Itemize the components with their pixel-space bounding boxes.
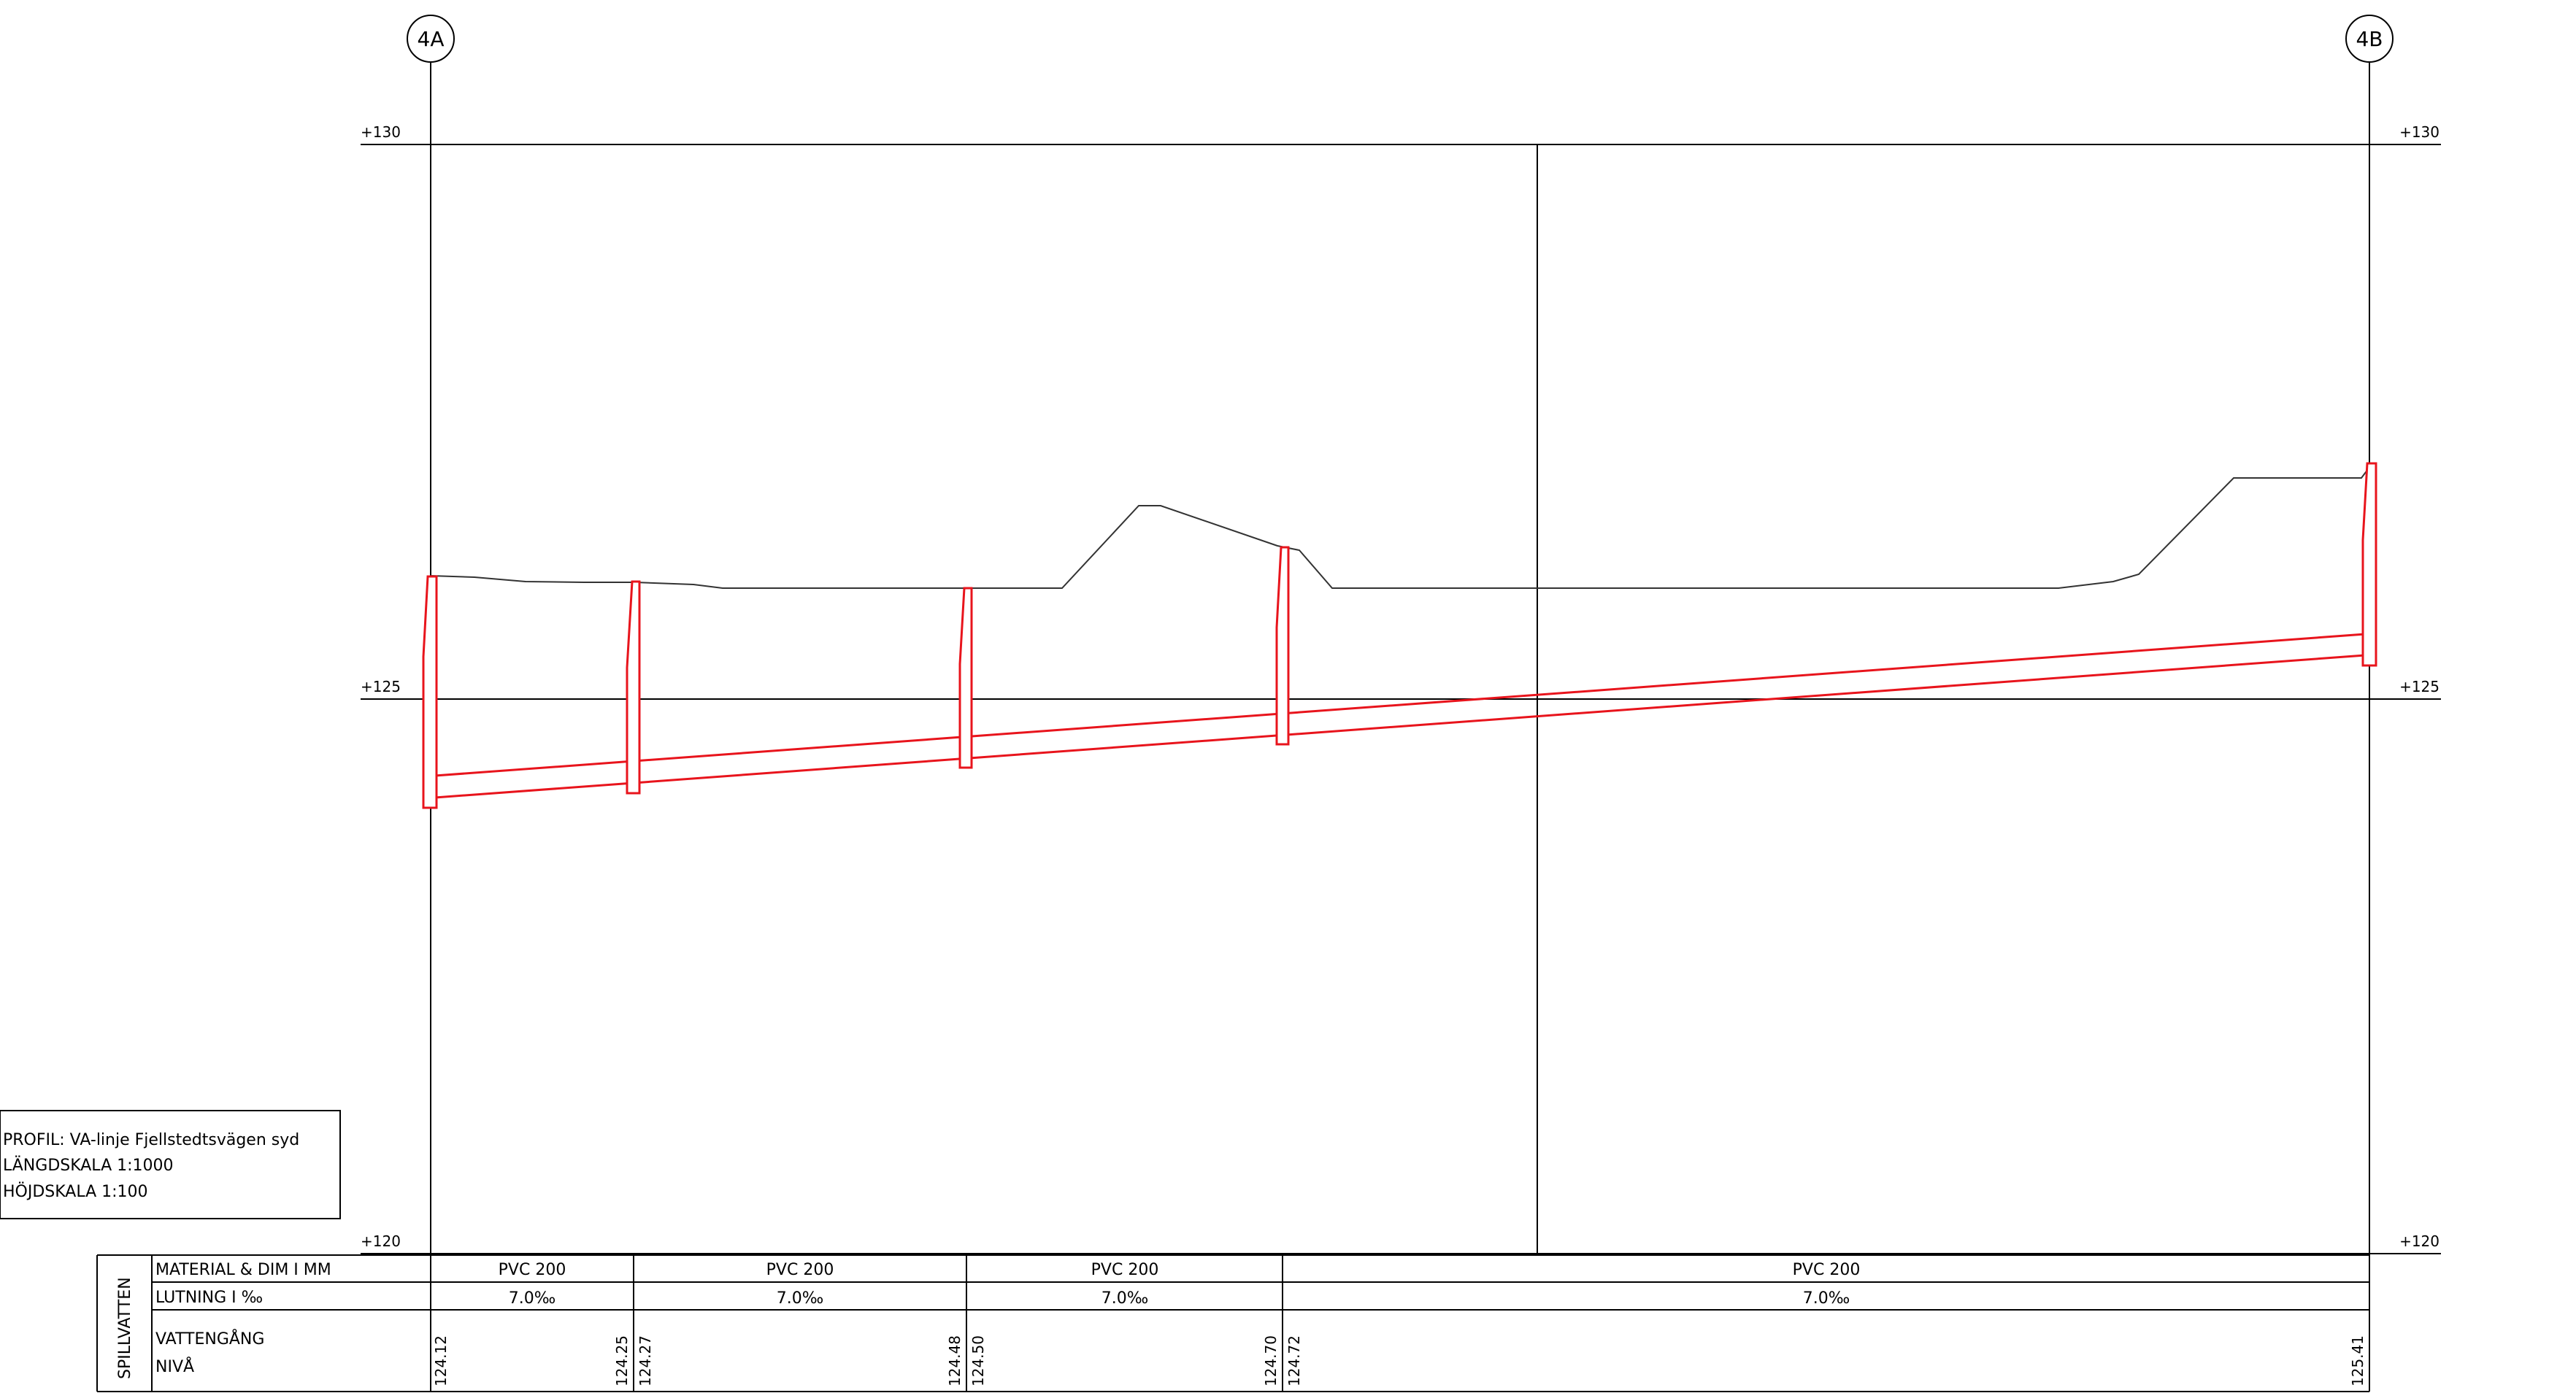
table-row-invert-label-2: NIVÅ (155, 1357, 194, 1376)
segment-2-slope: 7.0‰ (777, 1289, 824, 1308)
elevation-label-130-left: +130 (361, 123, 401, 141)
elevation-label-130-right: +130 (2399, 123, 2439, 141)
invert-level-4-end: 125.41 (2349, 1335, 2367, 1386)
segment-2-material: PVC 200 (766, 1261, 834, 1279)
invert-level-2-start: 124.27 (637, 1335, 654, 1386)
invert-level-1-end: 124.25 (613, 1335, 631, 1386)
segment-3-material: PVC 200 (1091, 1261, 1159, 1279)
segment-4-material: PVC 200 (1793, 1261, 1861, 1279)
manhole-2 (626, 580, 641, 795)
table-row-invert-label-1: VATTENGÅNG (155, 1329, 264, 1348)
elevation-label-120-right: +120 (2399, 1232, 2439, 1250)
title-block: PROFIL: VA-linje Fjellstedtsvägen syd LÄ… (0, 1110, 341, 1219)
station-marker-4b: 4B (2345, 15, 2394, 63)
station-marker-4a: 4A (407, 15, 455, 63)
invert-level-4-start: 124.72 (1285, 1335, 1303, 1386)
manhole-3 (958, 587, 973, 769)
title-line-2: LÄNGDSKALA 1:1000 (3, 1156, 174, 1175)
pipe-top-line (434, 633, 2366, 777)
station-label-4a: 4A (418, 27, 445, 51)
invert-level-3-end: 124.70 (1262, 1335, 1280, 1386)
manhole-4b (2361, 462, 2377, 667)
station-label-4b: 4B (2356, 27, 2383, 51)
segment-1-slope: 7.0‰ (509, 1289, 556, 1308)
manhole-4a (422, 575, 438, 809)
manholes (422, 462, 2377, 809)
invert-level-1-start: 124.12 (432, 1335, 450, 1386)
title-line-1: PROFIL: VA-linje Fjellstedtsvägen syd (3, 1131, 299, 1149)
segment-1-material: PVC 200 (499, 1261, 566, 1279)
table-row-slope-label: LUTNING I ‰ (155, 1289, 263, 1307)
manhole-4 (1275, 546, 1290, 746)
profile-table (96, 1254, 2370, 1392)
elevation-label-125-left: +125 (361, 678, 401, 695)
sewer-pipe (434, 633, 2366, 799)
table-side-label: SPILLVATTEN (116, 1277, 134, 1379)
invert-level-2-end: 124.48 (946, 1335, 964, 1386)
segment-3-slope: 7.0‰ (1101, 1289, 1149, 1308)
invert-level-3-start: 124.50 (969, 1335, 987, 1386)
segment-4-slope: 7.0‰ (1803, 1289, 1850, 1308)
pipe-bottom-line (434, 654, 2366, 799)
title-line-3: HÖJDSKALA 1:100 (3, 1182, 148, 1201)
table-row-material-label: MATERIAL & DIM I MM (155, 1261, 331, 1279)
elevation-label-125-right: +125 (2399, 678, 2439, 695)
ground-line (430, 463, 2373, 589)
elevation-label-120-left: +120 (361, 1232, 401, 1250)
elevation-grid (361, 144, 2441, 1254)
